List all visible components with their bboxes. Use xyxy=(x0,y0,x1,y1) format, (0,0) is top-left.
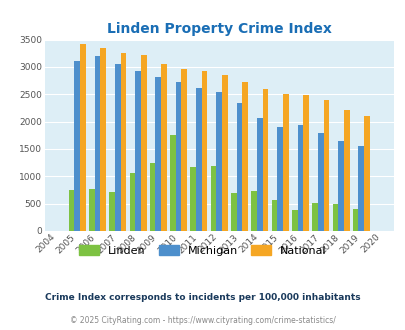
Bar xyxy=(129,173,135,231)
Bar xyxy=(181,69,187,231)
Bar xyxy=(323,100,328,231)
Bar xyxy=(262,89,268,231)
Bar xyxy=(100,49,106,231)
Bar xyxy=(222,75,227,231)
Bar xyxy=(210,166,216,231)
Bar xyxy=(68,190,74,231)
Bar xyxy=(149,163,155,231)
Text: © 2025 CityRating.com - https://www.cityrating.com/crime-statistics/: © 2025 CityRating.com - https://www.city… xyxy=(70,316,335,325)
Bar xyxy=(297,125,303,231)
Bar xyxy=(256,118,262,231)
Bar xyxy=(170,135,175,231)
Bar xyxy=(242,82,247,231)
Bar xyxy=(230,193,236,231)
Bar xyxy=(115,64,120,231)
Bar xyxy=(352,209,358,231)
Bar xyxy=(363,115,369,231)
Bar xyxy=(141,55,146,231)
Bar xyxy=(94,56,100,231)
Bar xyxy=(311,203,317,231)
Bar xyxy=(277,127,282,231)
Bar xyxy=(155,77,161,231)
Bar xyxy=(317,133,323,231)
Bar xyxy=(358,146,363,231)
Legend: Linden, Michigan, National: Linden, Michigan, National xyxy=(75,241,330,260)
Bar xyxy=(337,141,343,231)
Bar xyxy=(89,189,94,231)
Bar xyxy=(161,64,166,231)
Bar xyxy=(332,204,337,231)
Bar xyxy=(175,82,181,231)
Bar xyxy=(271,200,277,231)
Bar xyxy=(196,88,201,231)
Bar xyxy=(282,94,288,231)
Bar xyxy=(74,61,80,231)
Bar xyxy=(343,110,349,231)
Bar xyxy=(236,103,242,231)
Bar xyxy=(109,192,115,231)
Bar xyxy=(135,71,141,231)
Bar xyxy=(201,71,207,231)
Bar xyxy=(190,167,196,231)
Bar xyxy=(120,53,126,231)
Title: Linden Property Crime Index: Linden Property Crime Index xyxy=(107,22,331,36)
Text: Crime Index corresponds to incidents per 100,000 inhabitants: Crime Index corresponds to incidents per… xyxy=(45,292,360,302)
Bar xyxy=(303,95,308,231)
Bar xyxy=(291,210,297,231)
Bar xyxy=(251,190,256,231)
Bar xyxy=(80,44,85,231)
Bar xyxy=(216,92,222,231)
